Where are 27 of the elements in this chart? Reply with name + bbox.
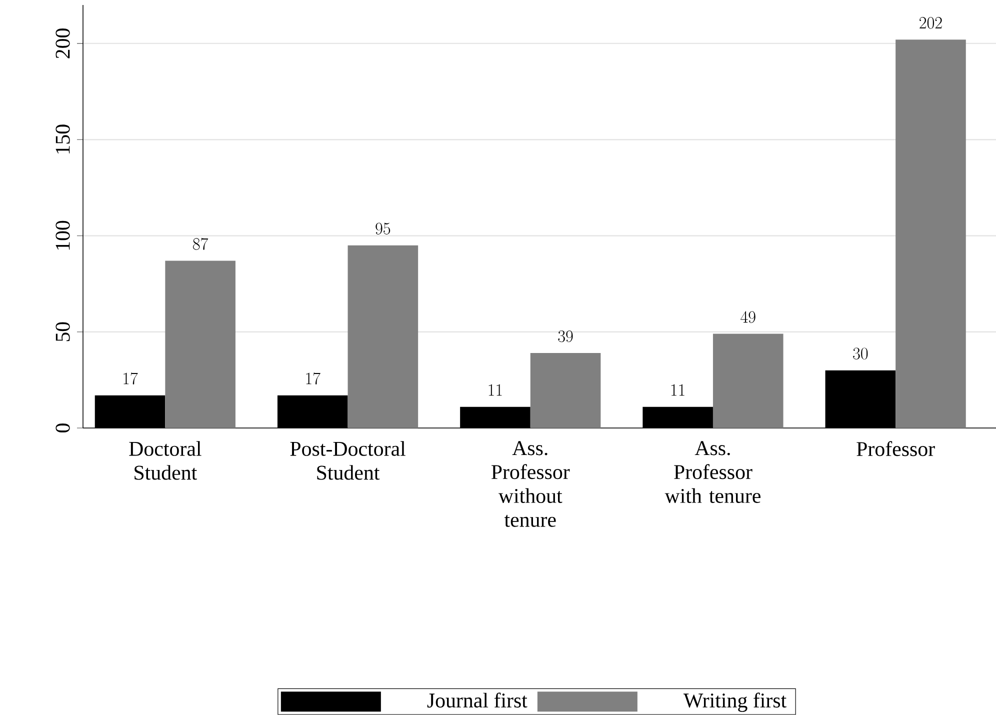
x-tick-label: Ass. Professor without tenure xyxy=(491,441,570,527)
data-label: 87 xyxy=(192,238,208,250)
data-label: 202 xyxy=(920,17,942,29)
x-tick-label: Doctoral Student xyxy=(129,441,202,480)
data-label: 95 xyxy=(376,222,390,234)
y-tick-label: 150 xyxy=(56,124,70,154)
data-label: 39 xyxy=(558,330,573,342)
y-tick-label: 200 xyxy=(56,28,70,58)
legend-label: Writing first xyxy=(683,692,786,712)
x-tick-label: Ass. Professor with tenure xyxy=(664,441,760,504)
y-tick-label: 100 xyxy=(56,220,70,250)
bar xyxy=(530,353,601,428)
y-tick-label: 50 xyxy=(56,322,70,342)
data-label: 17 xyxy=(306,372,320,384)
x-tick-label: Professor xyxy=(856,441,935,456)
data-label: 30 xyxy=(853,348,868,360)
x-tick-label: Post-Doctoral Student xyxy=(290,441,406,480)
legend-label: Journal first xyxy=(427,692,528,708)
data-label: 17 xyxy=(124,372,138,384)
bar xyxy=(712,334,784,428)
data-label: 49 xyxy=(740,311,756,323)
bar xyxy=(165,260,236,428)
bar xyxy=(896,40,966,428)
data-label: 11 xyxy=(671,384,684,396)
y-tick-label: 0 xyxy=(56,424,70,432)
bar xyxy=(348,245,418,428)
data-label: 11 xyxy=(488,384,502,396)
